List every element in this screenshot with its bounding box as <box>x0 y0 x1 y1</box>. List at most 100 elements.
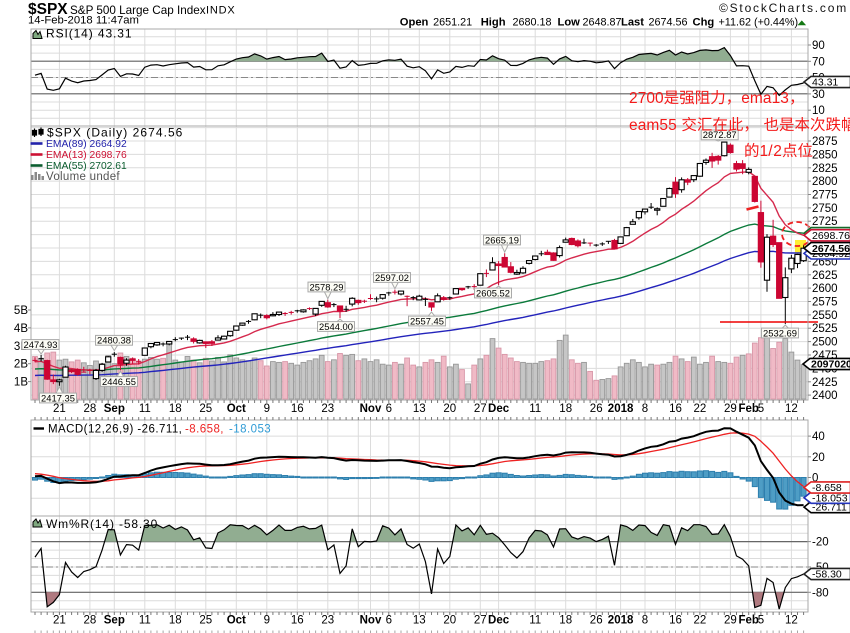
svg-text:Open: Open <box>400 17 429 29</box>
svg-text:2651.21: 2651.21 <box>433 17 472 29</box>
svg-text:2018: 2018 <box>608 403 634 415</box>
svg-text:+11.62 (+0.44%): +11.62 (+0.44%) <box>719 17 799 29</box>
svg-text:21: 21 <box>53 403 66 415</box>
svg-text:9: 9 <box>264 615 270 627</box>
svg-text:-8.658: -8.658 <box>812 482 842 494</box>
svg-text:2605.52: 2605.52 <box>476 287 510 298</box>
svg-text:EMA(89) 2664.92: EMA(89) 2664.92 <box>46 139 127 150</box>
svg-text:4B: 4B <box>14 323 28 335</box>
svg-text:20: 20 <box>812 452 825 464</box>
svg-text:Dec: Dec <box>488 403 510 415</box>
svg-text:-26.711: -26.711 <box>812 502 847 514</box>
svg-text:2698.76: 2698.76 <box>812 230 850 242</box>
svg-text:2400: 2400 <box>812 390 838 402</box>
svg-text:20: 20 <box>443 403 456 415</box>
svg-text:a: a <box>763 90 772 107</box>
svg-text:22: 22 <box>694 403 707 415</box>
svg-text:12: 12 <box>785 615 798 627</box>
svg-text:5: 5 <box>668 117 677 134</box>
svg-text:1: 1 <box>772 90 781 107</box>
svg-text:2544.00: 2544.00 <box>319 321 353 332</box>
svg-text:11: 11 <box>529 615 541 627</box>
svg-text:2425: 2425 <box>812 377 838 389</box>
svg-text:23: 23 <box>321 403 334 415</box>
svg-text:5: 5 <box>758 403 764 415</box>
svg-text:Dec: Dec <box>488 615 510 627</box>
svg-text:1: 1 <box>760 143 769 160</box>
svg-text:2665.19: 2665.19 <box>485 234 519 245</box>
svg-text:Volume undef: Volume undef <box>46 171 120 183</box>
svg-text:25: 25 <box>199 403 212 415</box>
svg-text:5B: 5B <box>14 305 28 317</box>
svg-text:2500: 2500 <box>812 337 838 349</box>
svg-text:0: 0 <box>812 473 818 485</box>
svg-text:8: 8 <box>642 403 648 415</box>
svg-text:11: 11 <box>529 403 541 415</box>
svg-text:29: 29 <box>724 615 737 627</box>
svg-text:1B: 1B <box>14 377 28 389</box>
svg-text:RSI(14) 43.31: RSI(14) 43.31 <box>46 27 132 41</box>
svg-text:/: / <box>768 143 773 160</box>
svg-text:2775: 2775 <box>812 190 838 202</box>
svg-text:23: 23 <box>321 615 334 627</box>
svg-text:2872.87: 2872.87 <box>703 129 737 140</box>
svg-text:Sep: Sep <box>104 403 125 415</box>
svg-text:2097020: 2097020 <box>811 359 850 371</box>
svg-text:2648.87: 2648.87 <box>583 17 622 29</box>
svg-text:20: 20 <box>443 615 456 627</box>
svg-text:-8.658,: -8.658, <box>185 424 224 436</box>
svg-text:Sep: Sep <box>104 615 125 627</box>
svg-text:2600: 2600 <box>812 283 838 295</box>
svg-text:-20: -20 <box>812 537 829 549</box>
svg-text:9: 9 <box>264 403 270 415</box>
svg-text:e: e <box>741 90 750 107</box>
svg-text:0: 0 <box>646 90 655 107</box>
svg-text:2575: 2575 <box>812 297 838 309</box>
svg-text:8: 8 <box>642 615 648 627</box>
svg-text:2750: 2750 <box>812 203 838 215</box>
svg-text:Oct: Oct <box>227 403 246 415</box>
svg-text:Feb: Feb <box>738 615 758 627</box>
svg-text:2550: 2550 <box>812 310 838 322</box>
svg-text:43.31: 43.31 <box>812 77 838 89</box>
svg-text:-80: -80 <box>812 587 829 599</box>
svg-text:EMA(13) 2698.76: EMA(13) 2698.76 <box>46 150 127 161</box>
svg-text:6: 6 <box>386 403 392 415</box>
svg-text:18: 18 <box>559 403 572 415</box>
svg-text:m: m <box>750 90 763 107</box>
svg-text:6: 6 <box>386 615 392 627</box>
svg-text:2875: 2875 <box>812 136 838 148</box>
svg-text:-58.30: -58.30 <box>812 569 842 581</box>
svg-text:7: 7 <box>638 90 647 107</box>
svg-text:$SPX: $SPX <box>28 1 68 18</box>
svg-text:27: 27 <box>474 615 487 627</box>
svg-text:e: e <box>629 117 638 134</box>
svg-text:$SPX (Daily) 2674.56: $SPX (Daily) 2674.56 <box>47 126 183 140</box>
svg-text:2480.38: 2480.38 <box>97 335 131 346</box>
svg-text:26: 26 <box>590 403 603 415</box>
svg-text:-18.053: -18.053 <box>812 492 848 504</box>
svg-text:16: 16 <box>291 615 304 627</box>
svg-text:16: 16 <box>291 403 304 415</box>
svg-text:MACD(12,26,9) -26.711,: MACD(12,26,9) -26.711, <box>48 424 182 436</box>
svg-text:2680.18: 2680.18 <box>513 17 552 29</box>
svg-text:16: 16 <box>669 403 682 415</box>
svg-text:2597.02: 2597.02 <box>375 272 409 283</box>
svg-text:3: 3 <box>780 90 789 107</box>
svg-text:13: 13 <box>413 403 426 415</box>
svg-text:Wm%R(14) -58.30: Wm%R(14) -58.30 <box>46 517 158 531</box>
svg-text:2532.69: 2532.69 <box>763 327 797 338</box>
svg-text:S&P 500 Large Cap Index: S&P 500 Large Cap Index <box>70 4 206 17</box>
svg-text:2674.56: 2674.56 <box>812 243 850 255</box>
svg-text:26: 26 <box>590 615 603 627</box>
svg-text:Low: Low <box>558 17 581 29</box>
svg-text:18: 18 <box>169 615 182 627</box>
svg-text:©StockCharts.com: ©StockCharts.com <box>719 1 848 15</box>
svg-text:18: 18 <box>169 403 182 415</box>
svg-text:2578.29: 2578.29 <box>310 281 344 292</box>
svg-text:m: m <box>646 117 659 134</box>
svg-text:2557.45: 2557.45 <box>410 315 444 326</box>
svg-text:14-Feb-2018 11:47am: 14-Feb-2018 11:47am <box>28 15 139 27</box>
svg-text:16: 16 <box>669 615 682 627</box>
svg-text:Last: Last <box>621 17 644 29</box>
